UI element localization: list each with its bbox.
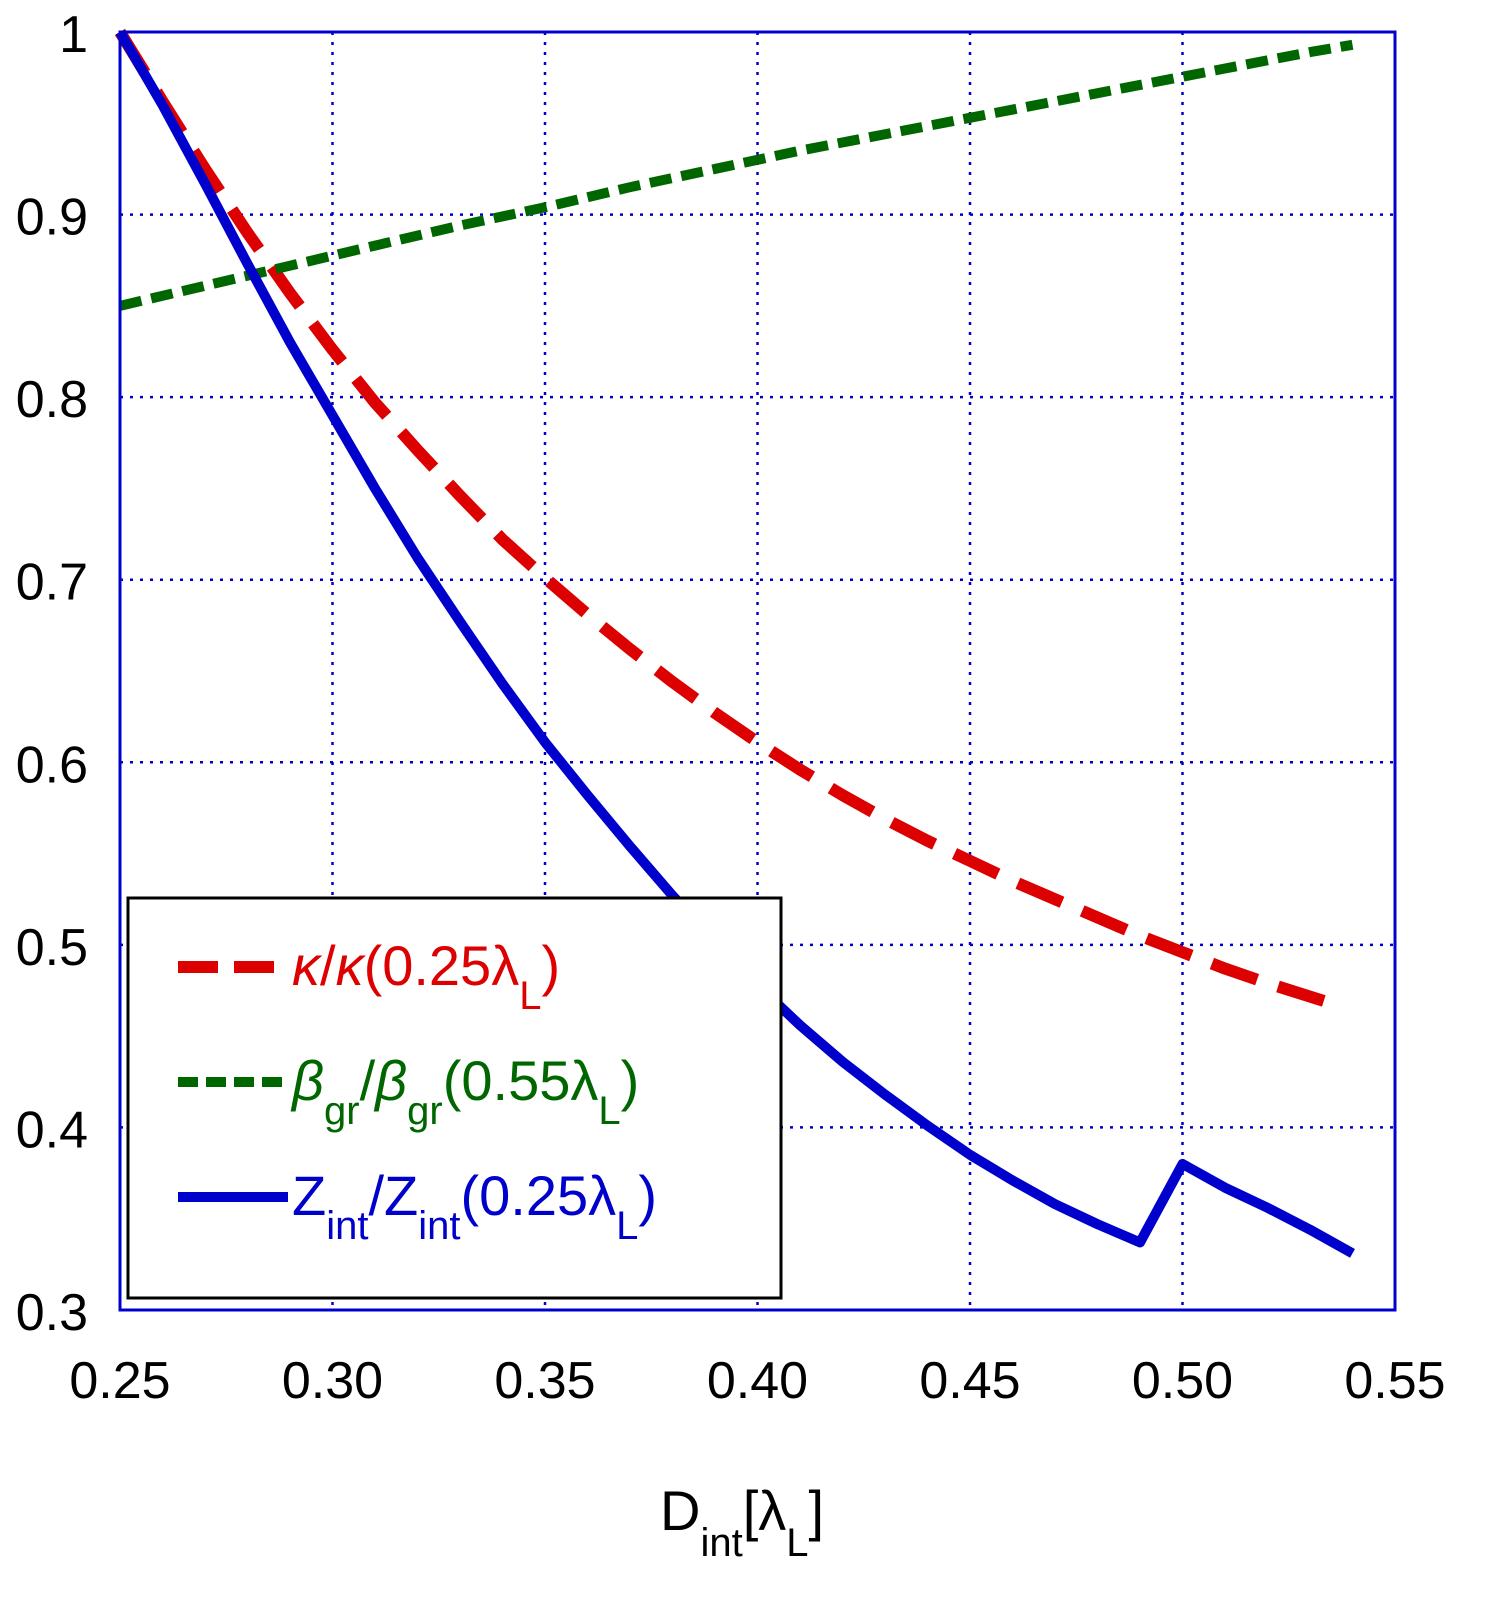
plot-frame — [118, 30, 1397, 1312]
y-tick-label: 1 — [59, 6, 88, 64]
y-tick-label: 0.5 — [16, 919, 88, 977]
series-line-kappa — [114, 28, 1334, 1010]
x-axis-title: Dint[λL] — [660, 1479, 824, 1565]
x-tick-label: 0.45 — [919, 1352, 1020, 1410]
x-tick-label: 0.55 — [1344, 1352, 1445, 1410]
y-tick-label: 0.3 — [16, 1284, 88, 1342]
x-tick-label: 0.30 — [282, 1352, 383, 1410]
legend-label-kappa: κ/κ(0.25λL) — [292, 934, 560, 1018]
x-tick-label: 0.40 — [707, 1352, 808, 1410]
y-tick-label: 0.7 — [16, 554, 88, 612]
tick-labels: 0.25 0.30 0.35 0.40 0.45 0.50 0.55 0.3 0.4 0.5 0.6… — [16, 6, 1446, 1410]
x-axis-label: Dint[λL] — [660, 1479, 824, 1565]
series-line-beta — [118, 39, 1354, 311]
y-tick-label: 0.8 — [16, 371, 88, 429]
legend: κ/κ(0.25λL) βgr/βgr(0.55λL) Zint/Zint(0.25… — [126, 896, 783, 1300]
legend-label-beta: βgr/βgr(0.55λL) — [290, 1049, 639, 1133]
legend-label-zint: Zint/Zint(0.25λL) — [292, 1164, 657, 1248]
x-tick-label: 0.35 — [494, 1352, 595, 1410]
grid-lines — [120, 32, 1395, 1310]
y-tick-label: 0.9 — [16, 189, 88, 247]
y-tick-label: 0.6 — [16, 736, 88, 794]
y-tick-label: 0.4 — [16, 1101, 88, 1159]
x-tick-label: 0.25 — [69, 1352, 170, 1410]
x-tick-label: 0.50 — [1132, 1352, 1233, 1410]
